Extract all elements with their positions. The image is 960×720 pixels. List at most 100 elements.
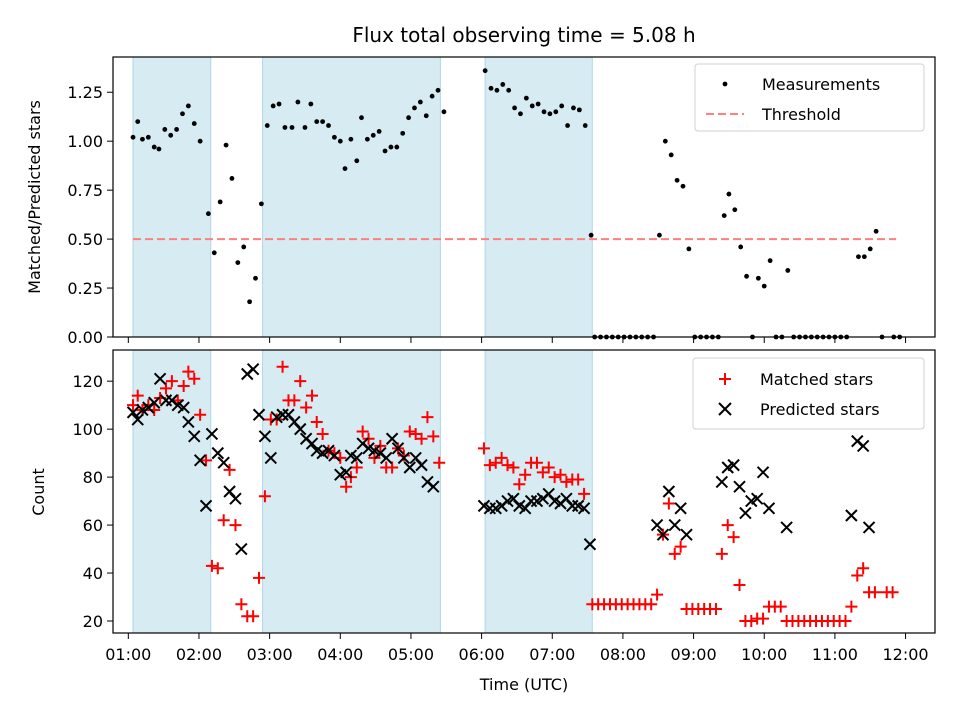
- matched-star-point: [857, 562, 870, 575]
- shaded-interval: [262, 349, 441, 634]
- predicted-star-point: [856, 439, 870, 453]
- predicted-star-point: [397, 451, 411, 465]
- measurement-point: [180, 111, 185, 117]
- bottom-x-ticks: 01:00 02:00 03:00 04:00 05:00 06:00 07:00 08:00…: [105, 633, 929, 664]
- measurement-point: [331, 134, 337, 140]
- measurement-point: [295, 99, 301, 105]
- y-tick-label: 0.50: [67, 230, 103, 249]
- predicted-star-point: [246, 362, 260, 376]
- measurement-point: [348, 136, 354, 142]
- matched-star-point: [519, 468, 532, 481]
- matched-star-point: [235, 598, 248, 611]
- measurement-point: [406, 115, 411, 121]
- matched-star-point: [350, 461, 363, 474]
- matched-star-point: [177, 379, 190, 392]
- top-panel-ratio: 0.00 0.25 0.50 0.75 1.00 1.25 Matched/Predict…: [25, 56, 936, 347]
- x-tick-label: 03:00: [247, 645, 293, 664]
- matched-star-point: [651, 588, 664, 601]
- measurement-point: [547, 111, 553, 117]
- measurement-point: [482, 68, 488, 74]
- y-tick-label: 120: [72, 372, 103, 391]
- matched-star-point: [757, 612, 770, 625]
- measurement-point: [500, 82, 506, 87]
- measurement-point: [767, 258, 773, 264]
- predicted-star-point: [427, 480, 440, 493]
- measurement-point: [785, 268, 791, 273]
- measurement-point: [435, 87, 441, 93]
- matched-star-point: [310, 415, 323, 428]
- top-y-axis-label: Matched/Predicted stars: [25, 100, 44, 294]
- predicted-star-point: [715, 475, 729, 489]
- matched-star-point: [247, 610, 260, 623]
- matched-star-point: [194, 408, 207, 421]
- measurement-point: [235, 260, 241, 265]
- measurement-point: [686, 246, 692, 252]
- matched-star-point: [572, 473, 585, 486]
- matched-star-point: [258, 490, 271, 503]
- matched-star-point: [165, 375, 178, 388]
- measurement-point: [565, 123, 570, 128]
- matched-star-point: [745, 615, 758, 628]
- matched-star-point: [433, 456, 446, 469]
- measurement-point: [576, 107, 582, 113]
- predicted-star-point: [380, 451, 393, 465]
- top-x-ticks: [127, 337, 907, 343]
- matched-star-point: [294, 375, 307, 388]
- predicted-star-point: [656, 528, 670, 541]
- measurement-point: [364, 136, 370, 142]
- matched-star-point: [662, 497, 675, 510]
- matched-star-point: [421, 411, 434, 424]
- matched-star-point: [727, 531, 740, 544]
- matched-star-point: [200, 454, 213, 467]
- measurement-point: [873, 228, 879, 234]
- measurement-point: [354, 158, 360, 164]
- matched-star-point: [560, 475, 573, 488]
- matched-star-point: [868, 586, 881, 599]
- measurement-point: [223, 142, 229, 148]
- matched-star-point: [513, 478, 526, 491]
- measurement-point: [326, 123, 331, 128]
- measurement-point: [571, 105, 576, 111]
- matched-star-point: [306, 389, 319, 402]
- measurement-point: [861, 254, 867, 260]
- measurement-point: [264, 123, 270, 128]
- legend-label-matched: Matched stars: [760, 370, 873, 389]
- matched-star-point: [845, 600, 858, 613]
- chart-title: Flux total observing time = 5.08 h: [352, 23, 695, 47]
- measurement-point: [535, 101, 541, 107]
- predicted-star-point: [566, 499, 579, 513]
- measurement-point: [680, 183, 686, 189]
- matched-star-point: [578, 487, 591, 500]
- measurement-point: [282, 125, 288, 130]
- predicted-star-point: [217, 456, 230, 469]
- predicted-star-point: [177, 401, 190, 414]
- measurement-point: [494, 87, 500, 93]
- measurement-point: [732, 207, 738, 213]
- matched-star-point: [229, 519, 242, 532]
- y-tick-label: 1.00: [67, 132, 103, 151]
- measurement-point: [337, 138, 343, 144]
- predicted-star-point: [524, 494, 538, 508]
- measurement-point: [662, 138, 668, 144]
- predicted-star-point: [258, 430, 272, 443]
- measurement-point: [423, 113, 429, 119]
- x-tick-label: 05:00: [388, 645, 434, 664]
- predicted-star-point: [483, 502, 497, 515]
- measurement-point: [320, 119, 326, 125]
- measurement-point: [308, 101, 314, 107]
- predicted-star-point: [415, 458, 428, 472]
- x-tick-label: 12:00: [883, 645, 929, 664]
- matched-star-point: [709, 603, 722, 616]
- predicted-star-point: [862, 521, 876, 534]
- measurement-point: [394, 144, 400, 150]
- matched-star-point: [427, 430, 440, 443]
- predicted-star-point: [662, 485, 676, 498]
- predicted-star-point: [756, 466, 770, 479]
- matched-star-point: [548, 471, 561, 484]
- matched-star-point: [253, 571, 266, 584]
- measurement-point: [400, 130, 406, 136]
- predicted-star-point: [276, 408, 289, 421]
- measurement-point: [488, 85, 494, 91]
- measurement-point: [506, 87, 512, 93]
- matched-star-point: [386, 461, 399, 474]
